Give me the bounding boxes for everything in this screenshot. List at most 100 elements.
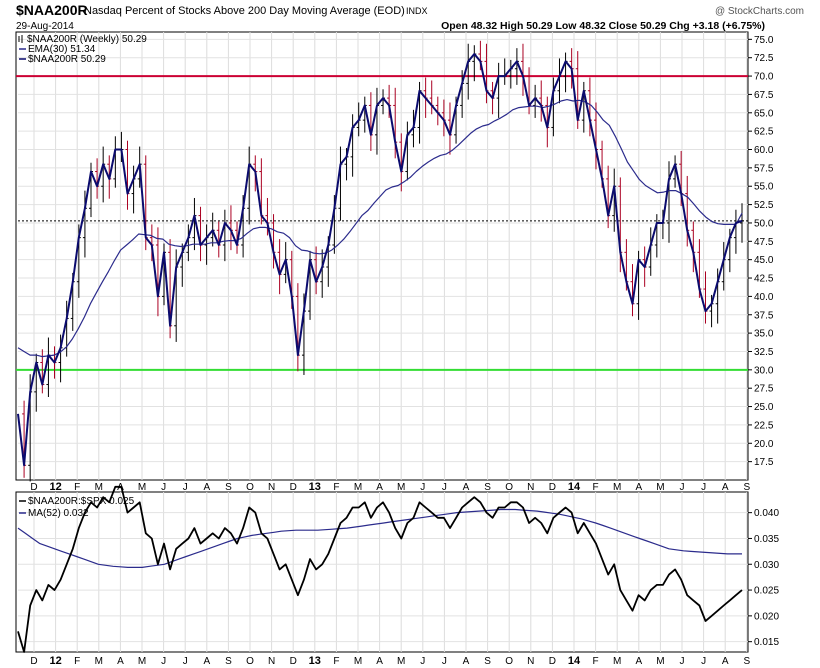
ratio-line (17, 485, 743, 653)
x-label: J (183, 656, 188, 667)
top-ytick-label: 75.0 (754, 35, 774, 46)
chart-name: Nasdaq Percent of Stocks Above 200 Day M… (84, 5, 405, 17)
x-label: A (463, 656, 470, 667)
bottom-ytick-label: 0.035 (754, 534, 779, 545)
top-ytick-label: 20.0 (754, 439, 774, 450)
top-ytick-label: 52.5 (754, 200, 774, 211)
bottom-ytick-label: 0.040 (754, 508, 779, 519)
x-label: M (397, 482, 405, 493)
x-label: O (505, 656, 513, 667)
watermark: @ StockCharts.com (715, 6, 804, 17)
x-label: A (376, 656, 383, 667)
x-label: F (593, 482, 599, 493)
x-label: N (268, 482, 275, 493)
top-panel-frame (15, 31, 749, 481)
x-label: S (743, 482, 750, 493)
legend-ema-label: EMA(30) 51.34 (28, 44, 96, 55)
x-label: F (333, 482, 339, 493)
x-label: M (613, 656, 621, 667)
bottom-ytick-label: 0.020 (754, 611, 779, 622)
x-label: S (225, 656, 232, 667)
top-ytick-label: 37.5 (754, 310, 774, 321)
bottom-ytick-label: 0.030 (754, 560, 779, 571)
top-ytick-label: 57.5 (754, 163, 774, 174)
x-label: A (203, 656, 210, 667)
x-label: S (743, 656, 750, 667)
legend-line-label: $NAA200R 50.29 (28, 54, 106, 65)
top-ytick-label: 70.0 (754, 72, 774, 83)
legend-price-bars: $NAA200R (Weekly) 50.29 (18, 34, 147, 45)
price-lines (17, 53, 743, 467)
x-label: A (635, 656, 642, 667)
x-label: A (722, 656, 729, 667)
x-label: J (442, 656, 447, 667)
x-label: J (680, 656, 685, 667)
top-ytick-label: 50.0 (754, 218, 774, 229)
x-label: J (183, 482, 188, 493)
x-label: 13 (309, 655, 321, 667)
top-ytick-label: 65.0 (754, 108, 774, 119)
top-ytick-label: 35.0 (754, 329, 774, 340)
x-label: 13 (309, 481, 321, 493)
x-label: M (138, 482, 146, 493)
x-label: A (722, 482, 729, 493)
x-label: D (30, 482, 37, 493)
x-label: 14 (568, 655, 581, 667)
x-label: J (420, 656, 425, 667)
x-label: O (246, 482, 254, 493)
top-ytick-label: 72.5 (754, 53, 774, 64)
x-label: A (376, 482, 383, 493)
legend-ma52: MA(52) 0.032 (19, 508, 89, 519)
x-labels-bottom: D 12 F M A M J J A S O N D 13 F M A M J J A S O N D 14 F M A M J J A S (30, 655, 750, 667)
ema-line (17, 98, 743, 358)
chart-exchange: INDX (406, 6, 428, 16)
x-label: N (527, 656, 534, 667)
top-ytick-label: 22.5 (754, 420, 774, 431)
x-label: F (593, 656, 599, 667)
x-label: J (161, 656, 166, 667)
quote-line: Open 48.32 High 50.29 Low 48.32 Close 50… (441, 20, 765, 32)
x-label: M (656, 656, 664, 667)
x-label: 14 (568, 481, 581, 493)
chart-date: 29-Aug-2014 (16, 21, 74, 32)
top-ytick-label: 47.5 (754, 237, 774, 248)
x-label: D (30, 656, 37, 667)
top-ytick-label: 17.5 (754, 457, 774, 468)
bottom-legend: $NAA200R:$SPX 0.025 MA(52) 0.032 (19, 496, 135, 519)
legend-ema: EMA(30) 51.34 (19, 44, 96, 55)
x-label: A (117, 656, 124, 667)
x-label: 12 (49, 481, 61, 493)
top-ytick-label: 40.0 (754, 292, 774, 303)
x-label: D (549, 656, 556, 667)
x-label: N (268, 656, 275, 667)
legend-ratio: $NAA200R:$SPX 0.025 (19, 496, 135, 507)
x-label: M (613, 482, 621, 493)
reference-lines (16, 75, 748, 371)
top-ytick-label: 60.0 (754, 145, 774, 156)
x-label: F (74, 656, 80, 667)
x-label: J (701, 656, 706, 667)
ratio-lines (17, 485, 743, 653)
x-label: J (701, 482, 706, 493)
x-label: D (290, 656, 297, 667)
x-label: A (635, 482, 642, 493)
x-label: S (484, 482, 491, 493)
top-ytick-label: 45.0 (754, 255, 774, 266)
x-label: 12 (49, 655, 61, 667)
top-ytick-label: 30.0 (754, 365, 774, 376)
top-ytick-label: 62.5 (754, 127, 774, 138)
x-label: N (527, 482, 534, 493)
x-label: M (95, 482, 103, 493)
top-ytick-label: 42.5 (754, 274, 774, 285)
x-label: M (95, 656, 103, 667)
x-label: M (138, 656, 146, 667)
legend-ma52-label: MA(52) 0.032 (28, 508, 89, 519)
price-bars (22, 40, 744, 482)
x-label: J (680, 482, 685, 493)
x-label: S (484, 656, 491, 667)
x-label: O (505, 482, 513, 493)
top-ytick-label: 67.5 (754, 90, 774, 101)
bottom-panel-frame (15, 491, 749, 653)
bottom-ytick-label: 0.015 (754, 637, 779, 648)
x-label: M (397, 656, 405, 667)
